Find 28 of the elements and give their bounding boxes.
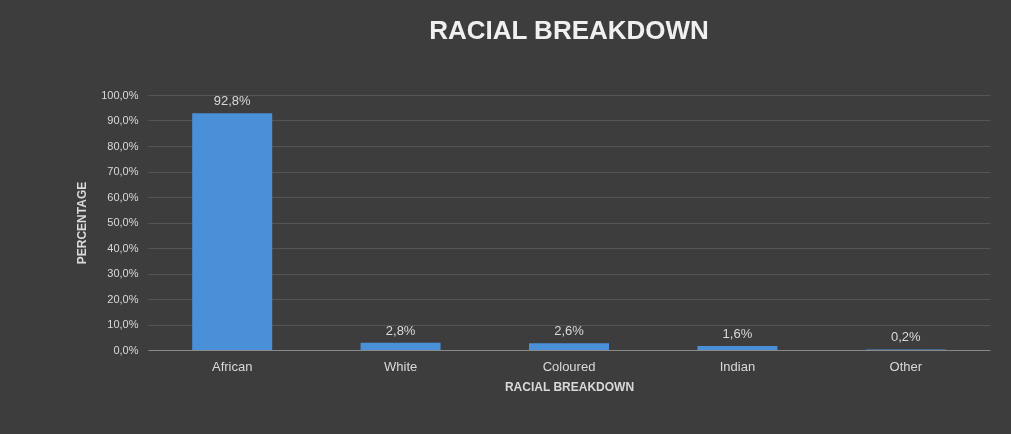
- data-label: 1,6%: [722, 325, 753, 341]
- y-tick-label: 10,0%: [107, 318, 139, 330]
- y-tick-label: 100,0%: [101, 88, 139, 101]
- x-tick-label: Coloured: [542, 358, 596, 374]
- bar: [529, 343, 609, 350]
- bar: [697, 345, 778, 350]
- y-tick-label: 70,0%: [107, 165, 139, 177]
- x-axis-title: RACIAL BREAKDOWN: [504, 379, 635, 394]
- y-tick-label: 30,0%: [107, 267, 139, 279]
- y-tick-label: 50,0%: [107, 216, 139, 228]
- y-tick-label: 0,0%: [113, 343, 139, 356]
- chart-title: RACIAL BREAKDOWN: [429, 15, 709, 45]
- y-tick-label: 40,0%: [107, 241, 139, 254]
- data-label: 2,8%: [385, 322, 416, 338]
- y-axis-title: PERCENTAGE: [75, 181, 90, 265]
- bar: [360, 342, 441, 350]
- y-tick-label: 80,0%: [107, 139, 139, 152]
- data-label: 92,8%: [213, 93, 252, 109]
- data-label: 0,2%: [890, 329, 922, 345]
- y-tick-label: 60,0%: [107, 190, 139, 203]
- y-tick-label: 90,0%: [107, 114, 139, 126]
- x-tick-label: Indian: [719, 358, 756, 374]
- x-tick-label: Other: [889, 358, 923, 374]
- y-tick-label: 20,0%: [107, 292, 139, 305]
- x-tick-label: African: [211, 358, 253, 374]
- x-tick-label: White: [383, 358, 418, 374]
- bar: [192, 113, 273, 350]
- data-label: 2,6%: [554, 323, 585, 339]
